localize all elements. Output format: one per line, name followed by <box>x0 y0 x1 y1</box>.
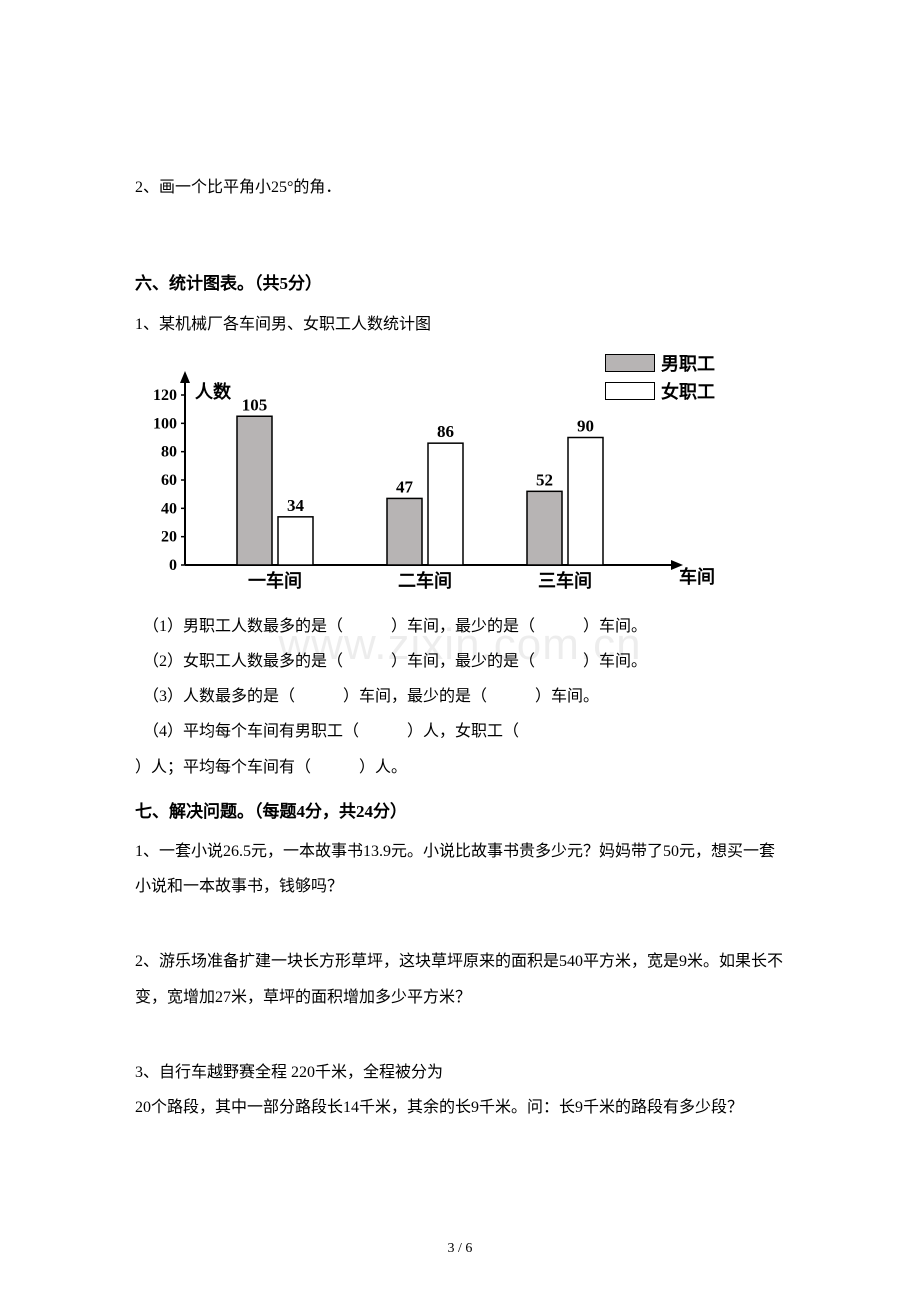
section7-heading: 七、解决问题。（每题4分，共24分） <box>135 793 785 830</box>
legend-label-male: 男职工 <box>661 350 715 376</box>
page-number: 3 / 6 <box>0 1241 920 1257</box>
section6-q1-intro: 1、某机械厂各车间男、女职工人数统计图 <box>135 307 785 342</box>
x-axis-title: 车间 <box>679 563 715 589</box>
legend-swatch-female <box>605 382 655 400</box>
svg-text:0: 0 <box>169 557 177 574</box>
svg-text:105: 105 <box>242 395 268 414</box>
problem-3b: 20个路段，其中一部分路段长14千米，其余的长9千米。问：长9千米的路段有多少段… <box>135 1090 785 1125</box>
svg-text:47: 47 <box>396 477 414 496</box>
svg-text:40: 40 <box>161 500 177 517</box>
legend-swatch-male <box>605 354 655 372</box>
problem-3a: 3、自行车越野赛全程 220千米，全程被分为 <box>135 1055 785 1090</box>
svg-text:120: 120 <box>153 387 177 404</box>
svg-text:80: 80 <box>161 443 177 460</box>
subq-3: （3）人数最多的是（ ）车间，最少的是（ ）车间。 <box>143 679 785 714</box>
svg-text:34: 34 <box>287 496 305 515</box>
legend-item-female: 女职工 <box>605 378 715 404</box>
problem-2: 2、游乐场准备扩建一块长方形草坪，这块草坪原来的面积是540平方米，宽是9米。如… <box>135 944 785 1014</box>
svg-text:20: 20 <box>161 528 177 545</box>
svg-text:二车间: 二车间 <box>398 570 452 591</box>
svg-text:一车间: 一车间 <box>248 570 302 591</box>
question-angle: 2、画一个比平角小25°的角． <box>135 170 785 205</box>
problem-1: 1、一套小说26.5元，一本故事书13.9元。小说比故事书贵多少元？妈妈带了50… <box>135 834 785 904</box>
bar-chart: 男职工 女职工 人数 车间 0 20 40 60 80 100 120 105 34 一车间 47 8… <box>145 350 715 605</box>
subq-1: （1）男职工人数最多的是（ ）车间，最少的是（ ）车间。 <box>143 609 785 644</box>
section6-subquestions: （1）男职工人数最多的是（ ）车间，最少的是（ ）车间。 （2）女职工人数最多的… <box>135 609 785 785</box>
y-axis-title: 人数 <box>195 378 231 404</box>
svg-text:90: 90 <box>577 416 594 435</box>
svg-text:60: 60 <box>161 472 177 489</box>
subq-2: （2）女职工人数最多的是（ ）车间，最少的是（ ）车间。 <box>143 644 785 679</box>
subq-4: （4）平均每个车间有男职工（ ）人，女职工（ <box>143 714 785 749</box>
legend-item-male: 男职工 <box>605 350 715 376</box>
svg-text:100: 100 <box>153 415 177 432</box>
subq-4b: ）人；平均每个车间有（ ）人。 <box>135 750 785 785</box>
svg-text:86: 86 <box>437 422 454 441</box>
svg-text:三车间: 三车间 <box>538 570 592 591</box>
svg-text:52: 52 <box>536 470 553 489</box>
legend-label-female: 女职工 <box>661 378 715 404</box>
section6-heading: 六、统计图表。（共5分） <box>135 265 785 302</box>
chart-legend: 男职工 女职工 <box>605 350 715 406</box>
